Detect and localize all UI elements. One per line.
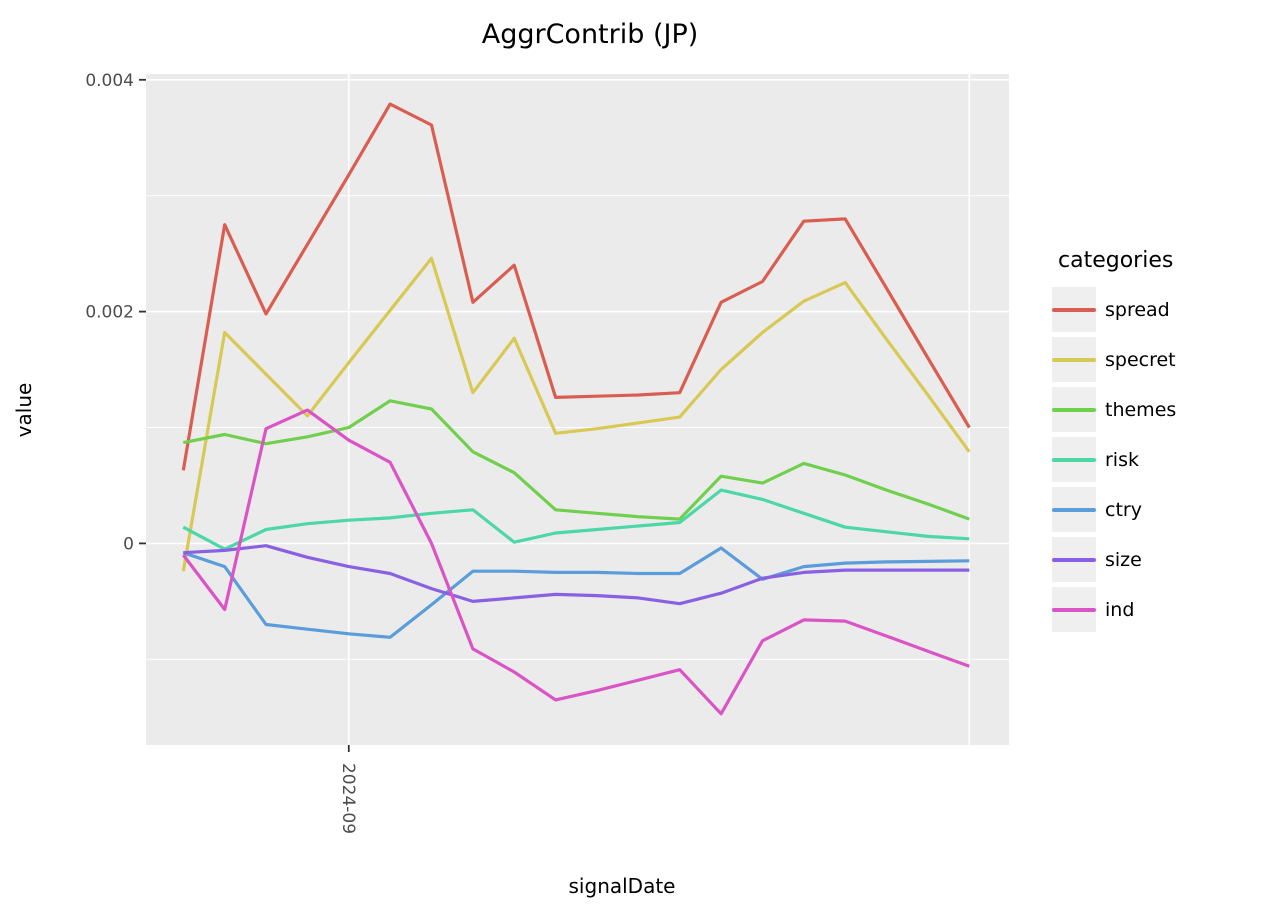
legend-line-swatch-size	[1052, 557, 1096, 562]
series-line-themes	[182, 399, 970, 521]
y-tick-label-0.004: 0.004	[85, 71, 134, 91]
y-axis-title: value	[12, 383, 36, 438]
legend-line-swatch-risk	[1052, 457, 1096, 462]
legend-key-specret	[1052, 337, 1096, 382]
x-tick-label-2024-09: 2024-09	[338, 763, 358, 834]
series-line-size	[183, 544, 970, 606]
legend-item-size: size	[1052, 537, 1272, 582]
legend-key-risk	[1052, 437, 1096, 482]
plot-panel	[146, 74, 1009, 745]
series-line-ind	[182, 408, 970, 716]
legend-label-ctry: ctry	[1105, 498, 1142, 521]
legend-key-themes	[1052, 387, 1096, 432]
legend-key-ind	[1052, 587, 1096, 632]
legend-line-swatch-ctry	[1052, 507, 1096, 512]
legend-item-ctry: ctry	[1052, 487, 1272, 532]
legend-line-swatch-spread	[1052, 307, 1096, 312]
series-line-spread	[181, 102, 971, 471]
legend: categories spread specret themes risk ct…	[1052, 248, 1272, 632]
legend-label-risk: risk	[1105, 448, 1139, 471]
x-axis-title: signalDate	[569, 874, 676, 898]
legend-title: categories	[1058, 248, 1174, 273]
legend-line-swatch-specret	[1052, 357, 1096, 362]
legend-item-specret: specret	[1052, 337, 1272, 382]
legend-line-swatch-themes	[1052, 407, 1096, 412]
legend-item-ind: ind	[1052, 587, 1272, 632]
legend-label-ind: ind	[1105, 598, 1135, 621]
legend-item-themes: themes	[1052, 387, 1272, 432]
legend-rows: spread specret themes risk ctry size	[1052, 287, 1272, 632]
series-line-ctry	[182, 546, 970, 639]
y-tick-labels: 0.004 0.002 0	[85, 71, 134, 555]
legend-label-size: size	[1105, 548, 1142, 571]
legend-label-specret: specret	[1105, 348, 1176, 371]
chart-title: AggrContrib (JP)	[482, 19, 699, 50]
series-line-specret	[181, 256, 971, 572]
legend-item-spread: spread	[1052, 287, 1272, 332]
legend-key-size	[1052, 537, 1096, 582]
series-lines	[181, 102, 971, 716]
legend-item-risk: risk	[1052, 437, 1272, 482]
y-tick-label-0: 0	[123, 534, 134, 554]
legend-key-spread	[1052, 287, 1096, 332]
legend-label-spread: spread	[1105, 298, 1170, 321]
legend-line-swatch-ind	[1052, 607, 1096, 612]
legend-label-themes: themes	[1105, 398, 1177, 421]
series-line-risk	[182, 488, 970, 551]
legend-key-ctry	[1052, 487, 1096, 532]
y-tick-label-0.002: 0.002	[85, 303, 134, 323]
axis-tick-marks	[139, 78, 350, 752]
